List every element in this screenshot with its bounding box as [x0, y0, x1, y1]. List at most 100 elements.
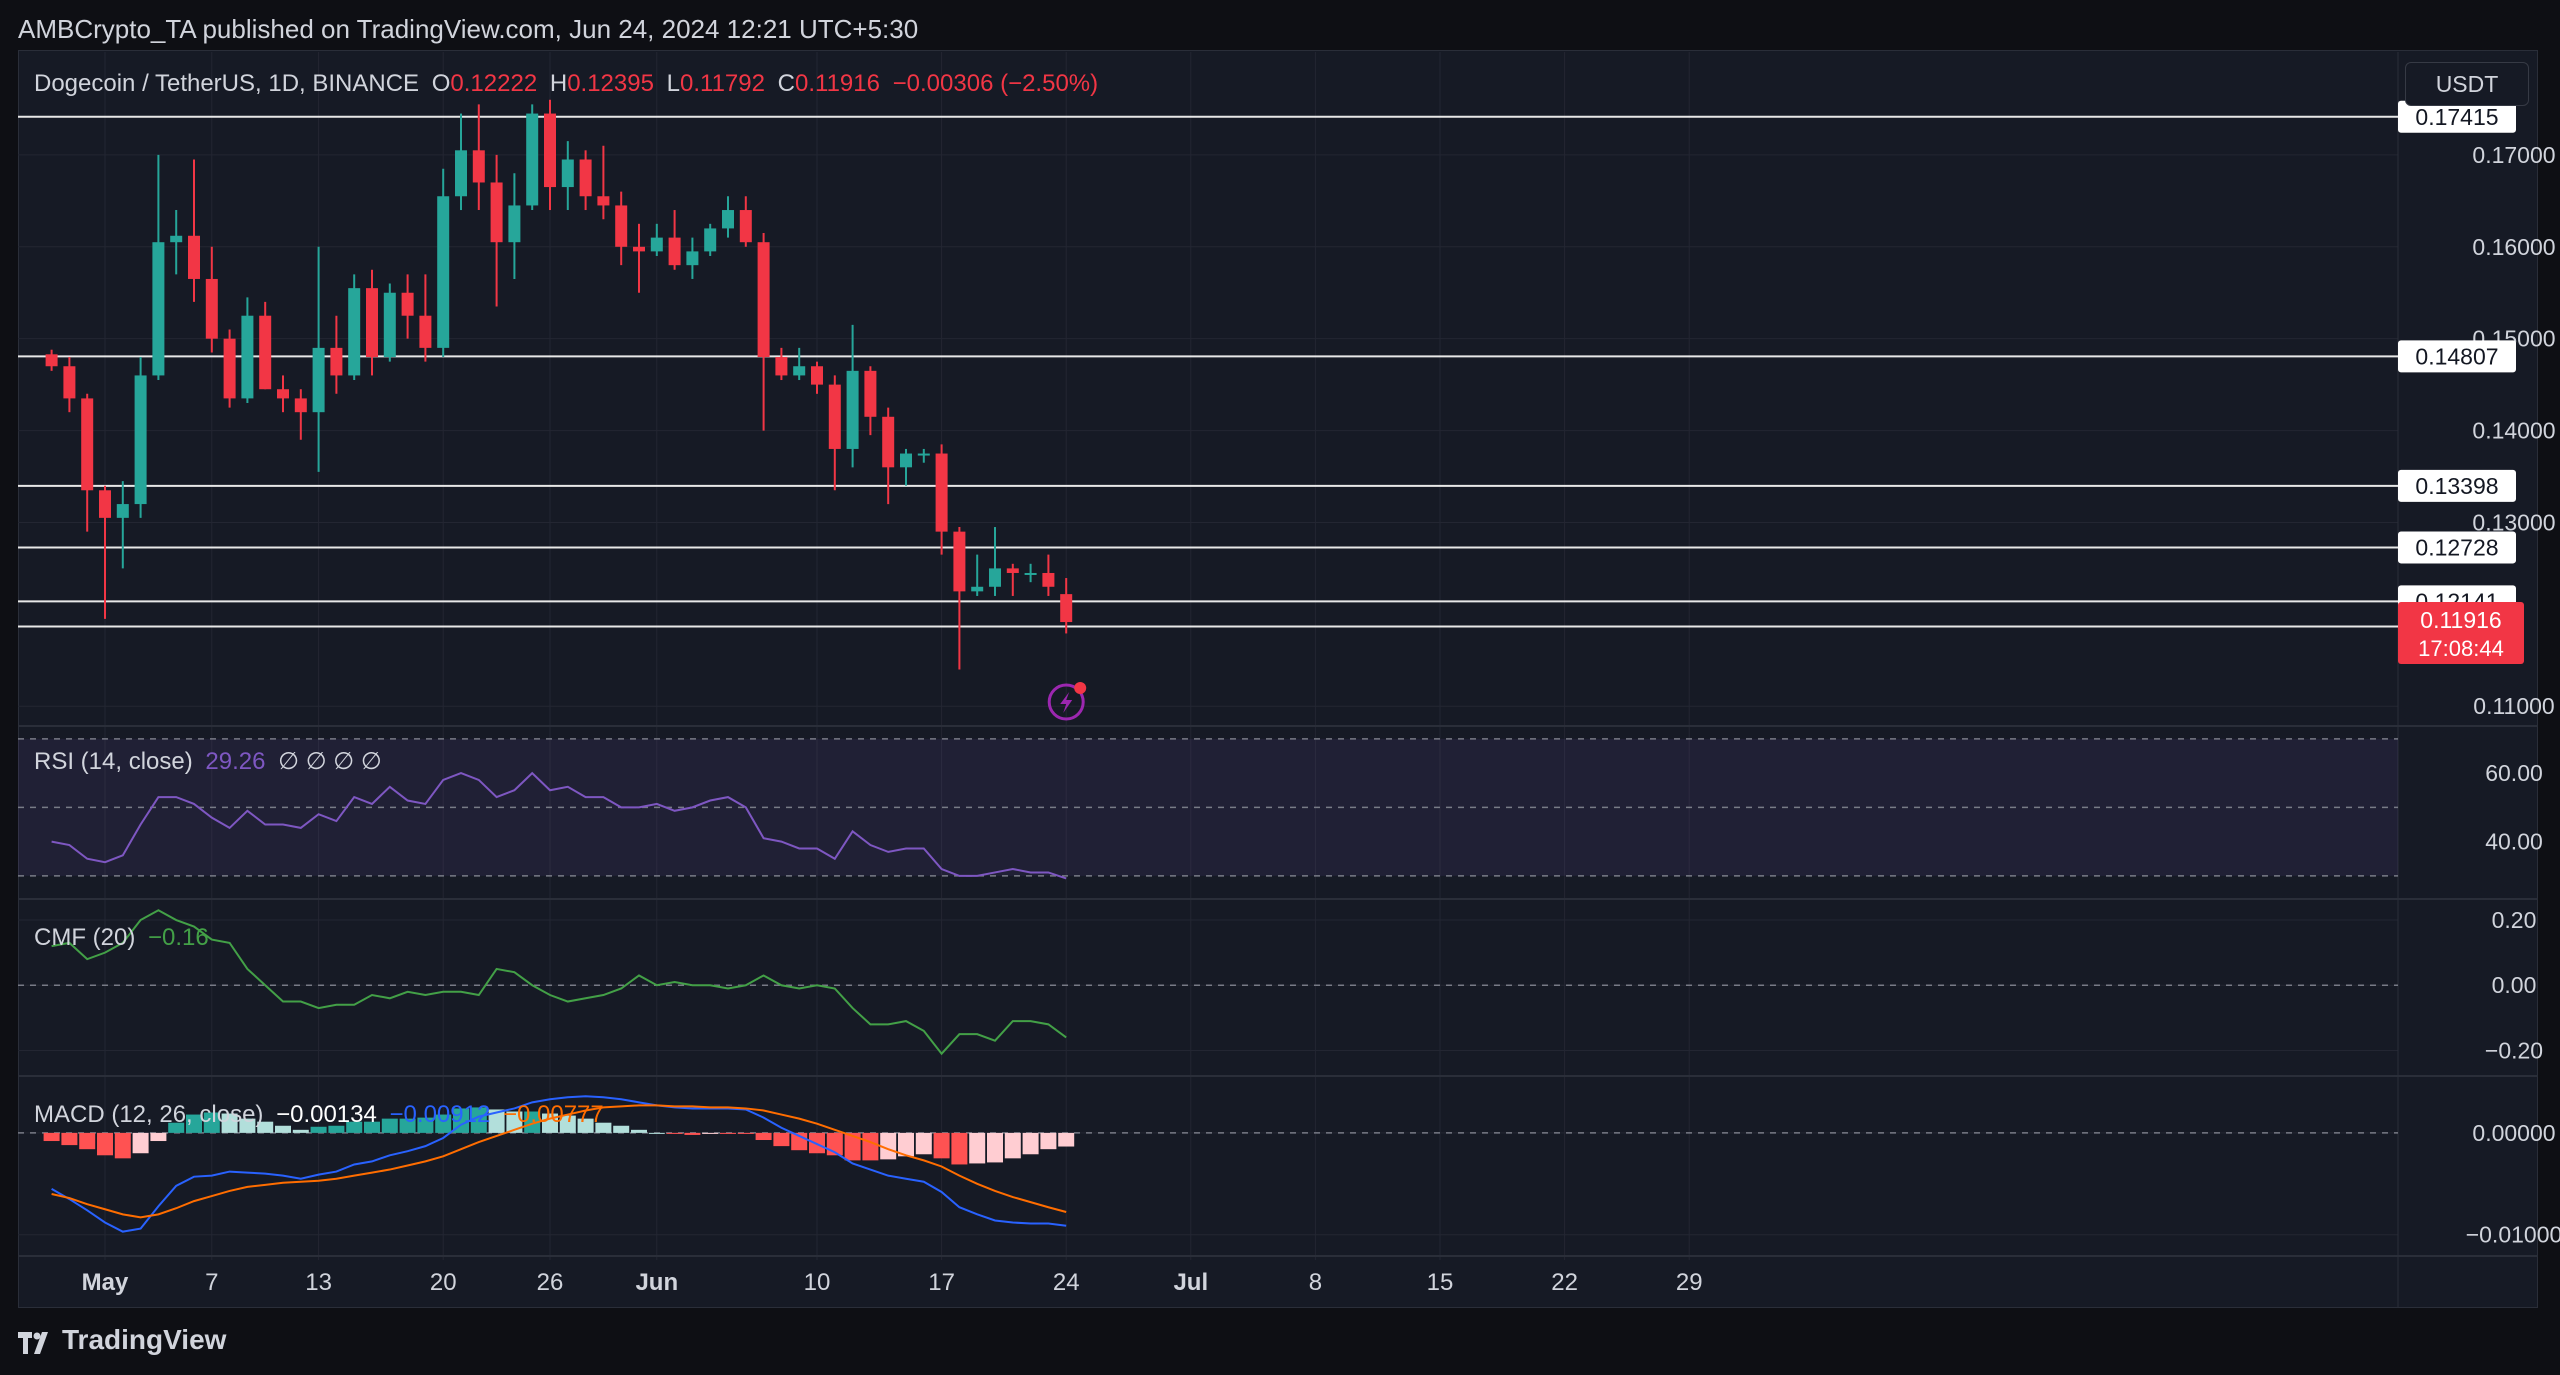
change-value: −0.00306 (−2.50%) — [892, 70, 1099, 97]
date-tick-label: 15 — [1427, 1269, 1454, 1296]
candle-body — [811, 366, 823, 385]
macd-histogram-bar — [292, 1129, 309, 1133]
currency-button[interactable]: USDT — [2405, 62, 2529, 106]
candle-body — [917, 453, 930, 456]
macd-histogram-bar — [470, 1107, 487, 1133]
footer-brand: TradingView — [62, 1324, 227, 1355]
macd-histogram-bar — [275, 1125, 291, 1133]
macd-histogram-bar — [755, 1132, 772, 1141]
candle-body — [134, 375, 147, 505]
price-legend: Dogecoin / TetherUS, 1D, BINANCE O0.1222… — [34, 70, 1104, 98]
macd-histogram-bar — [79, 1132, 96, 1150]
macd-histogram-bar — [203, 1112, 220, 1133]
open-value: 0.12222 — [450, 70, 538, 97]
candle-body — [668, 237, 681, 266]
rsi-tick-label: 40.00 — [2485, 829, 2543, 855]
candle-body — [472, 150, 485, 183]
date-tick-label: May — [82, 1269, 129, 1296]
candle-body — [99, 490, 111, 518]
macd-histogram-bar — [114, 1132, 131, 1159]
macd-label: MACD (12, 26, close) — [34, 1101, 264, 1128]
macd-histogram-bar — [97, 1132, 113, 1156]
candle-body — [526, 113, 539, 206]
macd-histogram-bar — [933, 1132, 950, 1159]
level-label: 0.13398 — [2415, 473, 2498, 499]
date-tick-label: 29 — [1676, 1269, 1703, 1296]
macd-histogram-bar — [915, 1132, 932, 1155]
price-tick-label: 0.17000 — [2472, 142, 2555, 168]
high-value: 0.12395 — [567, 70, 654, 97]
candle-body — [828, 384, 841, 449]
level-label: 0.12728 — [2415, 534, 2498, 560]
candle-body — [455, 150, 467, 197]
candle-body — [757, 242, 770, 358]
low-value: 0.11792 — [679, 70, 765, 97]
macd-legend: MACD (12, 26, close) −0.00134 −0.00912 −… — [34, 1101, 610, 1129]
candle-body — [864, 370, 877, 417]
macd-histogram-bar — [969, 1132, 986, 1164]
date-tick-label: 20 — [430, 1269, 457, 1296]
date-tick-label: 10 — [804, 1269, 831, 1296]
macd-hist-value: −0.00134 — [276, 1101, 377, 1128]
date-tick-label: 26 — [537, 1269, 564, 1296]
macd-histogram-bar — [150, 1132, 167, 1142]
candle-body — [686, 251, 699, 266]
rsi-label: RSI (14, close) — [34, 748, 193, 775]
candle-body — [81, 398, 94, 491]
tradingview-logo-icon — [18, 1332, 48, 1354]
candle-body — [419, 315, 432, 348]
macd-histogram-bar — [559, 1115, 576, 1133]
low-label: L — [666, 70, 680, 97]
macd-histogram-bar — [168, 1122, 185, 1133]
date-tick-label: Jul — [1173, 1269, 1208, 1296]
candle-body — [882, 416, 895, 468]
candle-body — [775, 357, 788, 376]
candle-body — [437, 196, 450, 348]
cmf-line — [51, 909, 1067, 1056]
macd-histogram-bar — [613, 1125, 630, 1133]
candle-body — [971, 586, 984, 592]
candle-body — [383, 292, 396, 358]
price-tick-label: 0.11000 — [2473, 693, 2554, 719]
candle-body — [597, 196, 610, 206]
candle-body — [188, 235, 200, 279]
macd-histogram-bar — [221, 1113, 238, 1133]
macd-histogram-bar — [488, 1109, 505, 1133]
price-tick-label: 0.14000 — [2472, 418, 2555, 444]
candle-body — [63, 366, 76, 399]
macd-histogram-bar — [346, 1121, 363, 1133]
date-tick-label: 17 — [928, 1269, 955, 1296]
macd-histogram-bar — [684, 1132, 701, 1135]
rsi-line — [51, 771, 1067, 880]
macd-histogram-bar — [862, 1132, 879, 1161]
macd-histogram-bar — [1058, 1132, 1075, 1147]
candle-body — [401, 292, 414, 316]
cmf-value: −0.16 — [148, 924, 209, 951]
candle-body — [900, 453, 912, 468]
rsi-tick-label: 60.00 — [2485, 760, 2543, 786]
event-dot — [1074, 682, 1087, 694]
open-label: O — [431, 70, 451, 97]
candle-body — [277, 389, 289, 399]
candle-body — [223, 338, 236, 399]
macd-histogram-bar — [631, 1129, 647, 1133]
price-tick-label: 0.16000 — [2472, 234, 2555, 260]
macd-histogram-bar — [844, 1132, 861, 1161]
macd-histogram-bar — [595, 1122, 612, 1133]
candle-body — [1060, 594, 1073, 623]
candle-body — [722, 210, 734, 229]
macd-histogram-bar — [951, 1132, 968, 1165]
publisher-line: AMBCrypto_TA published on TradingView.co… — [18, 14, 919, 44]
macd-histogram-bar — [648, 1132, 665, 1134]
macd-histogram-bar — [257, 1121, 274, 1133]
macd-signal-value: −0.00777 — [502, 1101, 604, 1128]
cmf-legend: CMF (20) −0.16 — [34, 924, 215, 952]
close-label: C — [777, 70, 795, 97]
symbol-label: Dogecoin / TetherUS, 1D, BINANCE — [34, 70, 420, 97]
candle-body — [704, 228, 717, 252]
candle-body — [989, 568, 1001, 587]
macd-histogram-bar — [773, 1132, 790, 1147]
candle-body — [846, 370, 859, 449]
level-label-box — [2398, 340, 2516, 373]
